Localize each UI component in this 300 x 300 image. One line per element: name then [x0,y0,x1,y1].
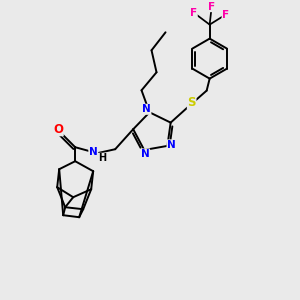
Text: H: H [98,153,106,163]
Text: N: N [167,140,176,150]
Text: N: N [89,147,98,157]
Text: N: N [142,104,151,114]
Text: O: O [53,123,63,136]
Text: F: F [190,8,197,18]
Text: F: F [222,10,229,20]
Text: F: F [208,2,215,12]
Text: N: N [141,149,150,159]
Text: S: S [188,96,196,109]
